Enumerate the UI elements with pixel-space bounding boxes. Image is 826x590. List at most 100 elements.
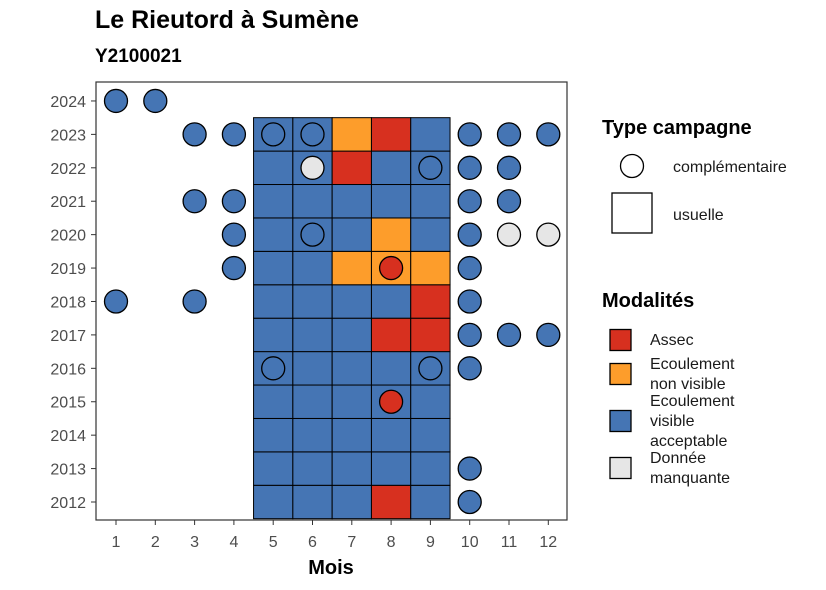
point-2018-10 <box>457 289 482 314</box>
cell-2021-5 <box>253 184 294 219</box>
point-2020-6 <box>300 222 325 247</box>
point-2018-1 <box>103 289 129 314</box>
x-tick-label: 6 <box>308 534 317 551</box>
point-2020-10 <box>457 222 482 247</box>
legend-label-A: Assec <box>650 332 694 349</box>
x-tick-label: 3 <box>190 534 199 551</box>
point-2022-11 <box>496 155 522 180</box>
point-2020-4 <box>221 222 247 247</box>
cell-2023-8 <box>370 117 412 152</box>
cell-2019-9 <box>410 250 451 286</box>
cell-2013-8 <box>370 451 412 486</box>
cell-2020-5 <box>253 217 294 252</box>
x-tick-label: 2 <box>151 534 160 551</box>
y-tick-label: 2021 <box>50 194 86 211</box>
cell-2012-7 <box>331 484 372 520</box>
x-axis: 1 2 3 4 5 6 7 8 9 10 11 12 <box>112 520 557 551</box>
legend-key-A <box>609 328 632 352</box>
cell-2023-9 <box>410 117 451 152</box>
y-tick-label: 2019 <box>50 261 86 278</box>
point-2016-9 <box>418 356 443 381</box>
point-2022-9 <box>418 155 443 180</box>
x-tick-label: 5 <box>269 534 278 551</box>
y-tick-label: 2023 <box>50 127 86 144</box>
cell-2012-5 <box>253 484 294 520</box>
x-axis-title: Mois <box>308 557 354 579</box>
legend-type-campagne: Type campagne complémentaire usuelle <box>602 117 787 234</box>
point-2023-6 <box>300 122 325 147</box>
point-2019-8 <box>378 255 404 281</box>
point-2023-3 <box>182 122 207 147</box>
x-tick-label: 4 <box>229 534 238 551</box>
point-2024-1 <box>103 88 129 114</box>
point-2021-10 <box>457 189 482 214</box>
point-2018-3 <box>182 289 207 314</box>
cell-2018-6 <box>292 284 333 319</box>
cell-2016-7 <box>331 351 372 386</box>
legend-key-V <box>609 409 632 433</box>
y-tick-label: 2017 <box>50 328 86 345</box>
cell-2014-5 <box>253 417 294 453</box>
cell-2022-8 <box>370 150 412 186</box>
cell-2021-7 <box>331 184 372 219</box>
cell-2017-8 <box>370 317 412 353</box>
y-tick-label: 2016 <box>50 361 86 378</box>
cell-2016-8 <box>370 351 412 386</box>
cell-2014-8 <box>370 417 412 453</box>
point-2015-8 <box>378 389 404 414</box>
legend-modalites: Modalités Assec Ecoulement non visibleEcoul… <box>602 290 735 487</box>
cell-2017-6 <box>292 317 333 353</box>
x-tick-label: 12 <box>539 534 557 551</box>
y-tick-label: 2022 <box>50 161 86 178</box>
x-tick-label: 8 <box>387 534 396 551</box>
legend-complementaire-label: complémentaire <box>673 159 787 176</box>
y-tick-label: 2018 <box>50 294 86 311</box>
point-2013-10 <box>457 456 482 481</box>
point-2017-12 <box>536 322 561 348</box>
cell-2015-7 <box>331 384 372 419</box>
cell-2012-9 <box>410 484 451 520</box>
point-2020-11 <box>496 222 522 247</box>
legend-key-M <box>609 456 632 480</box>
cell-2017-5 <box>253 317 294 353</box>
cell-2017-7 <box>331 317 372 353</box>
point-2019-4 <box>221 255 247 281</box>
point-2023-5 <box>261 122 286 147</box>
point-2024-2 <box>143 88 168 114</box>
cell-2019-6 <box>292 250 333 286</box>
cell-2012-6 <box>292 484 333 520</box>
x-tick-label: 7 <box>347 534 356 551</box>
chart-subtitle: Y2100021 <box>95 46 182 67</box>
point-2016-10 <box>457 356 482 381</box>
cell-2013-9 <box>410 451 451 486</box>
y-tick-label: 2014 <box>50 428 86 445</box>
cell-2020-9 <box>410 217 451 252</box>
point-2017-11 <box>496 322 522 348</box>
x-tick-label: 10 <box>461 534 479 551</box>
y-tick-label: 2020 <box>50 228 86 245</box>
x-tick-label: 1 <box>112 534 121 551</box>
complementaire-points <box>103 88 561 515</box>
point-2023-11 <box>496 122 522 147</box>
y-tick-label: 2024 <box>50 94 86 111</box>
cell-2013-6 <box>292 451 333 486</box>
x-tick-label: 11 <box>501 534 518 551</box>
point-2023-12 <box>536 122 561 147</box>
cell-2019-5 <box>253 250 294 286</box>
cell-2012-8 <box>370 484 412 520</box>
cell-2014-7 <box>331 417 372 453</box>
point-2023-4 <box>221 122 247 147</box>
cell-2015-9 <box>410 384 451 419</box>
cell-2015-6 <box>292 384 333 419</box>
point-2022-10 <box>457 155 482 180</box>
cell-2018-5 <box>253 284 294 319</box>
point-2012-10 <box>457 489 482 515</box>
legend-key-N <box>609 362 632 386</box>
cell-2022-5 <box>253 150 294 186</box>
point-2020-12 <box>536 222 561 247</box>
cell-2014-6 <box>292 417 333 453</box>
y-axis: 2012 2013 2014 2015 2016 2017 2018 2019 2020 2021… <box>50 94 96 512</box>
legend-label-V: Ecoulement visible acceptable <box>650 393 735 450</box>
cell-2013-7 <box>331 451 372 486</box>
